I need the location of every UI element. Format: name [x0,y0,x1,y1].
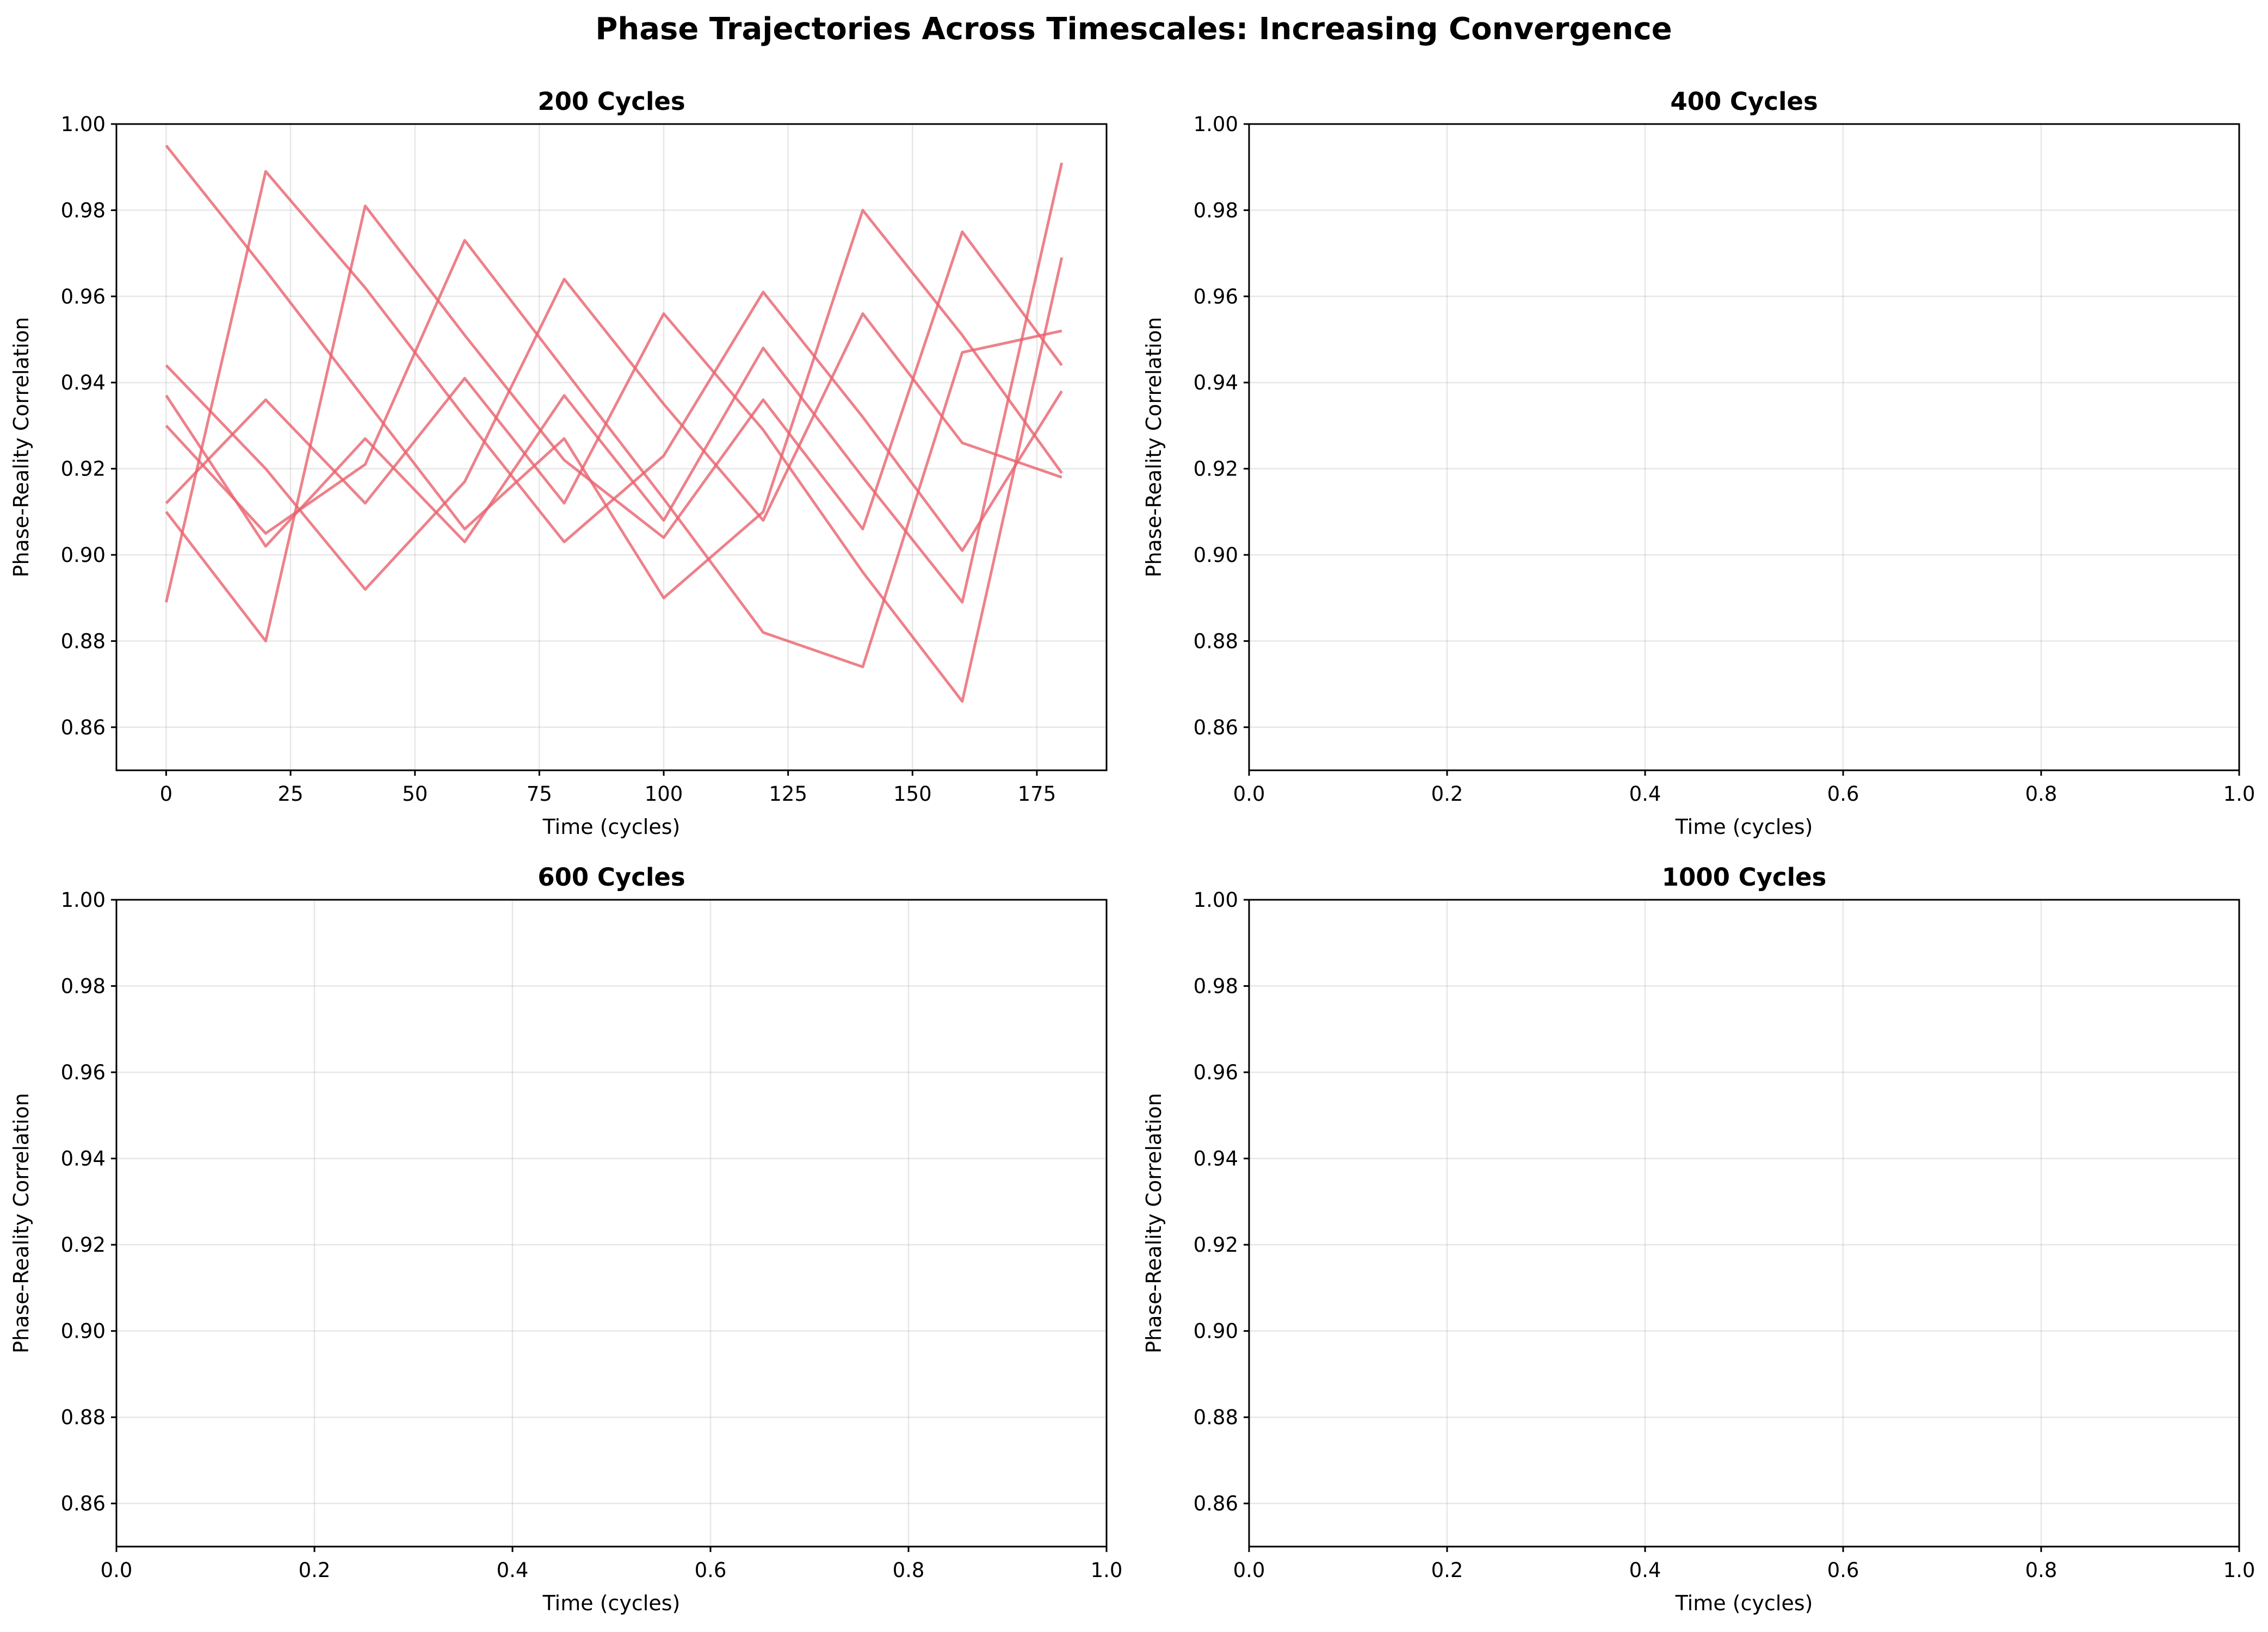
x-tick-label: 100 [645,782,683,806]
y-tick-label: 0.90 [61,1320,106,1343]
y-tick-label: 0.96 [61,1061,106,1084]
x-tick-label: 1.0 [2223,782,2255,806]
y-tick-label: 0.90 [1194,1320,1238,1343]
y-tick-label: 0.88 [1194,629,1238,653]
y-tick-label: 0.96 [61,285,106,308]
x-tick-label: 150 [893,782,932,806]
y-tick-label: 0.86 [1194,716,1238,739]
y-tick-label: 0.86 [61,1492,106,1516]
x-tick-label: 0.4 [1629,1559,1661,1582]
x-tick-label: 25 [278,782,304,806]
x-tick-label: 0.2 [1431,1559,1463,1582]
y-tick-label: 1.00 [61,113,106,136]
x-axis-label: Time (cycles) [1675,1591,1813,1615]
series-line-2 [165,170,1063,603]
y-tick-label: 0.94 [1194,371,1238,394]
chart-panel-4: 0.0 0.2 0.4 0.6 0.8 1.0 0.86 0.88 0.90 0.92 0.94 0.… [1142,863,2255,1615]
series-line-7 [165,239,1062,669]
axes-frame [1248,123,2240,771]
y-tick-label: 0.92 [61,458,106,481]
y-axis-label: Phase-Reality Correlation [1142,1093,1166,1353]
x-tick-label: 0.0 [1233,1559,1265,1582]
x-tick-label: 0.2 [299,1559,331,1582]
x-axis-label: Time (cycles) [542,1591,681,1615]
x-tick-label: 0.8 [2025,1559,2057,1582]
y-axis-label: Phase-Reality Correlation [9,317,33,578]
x-tick-label: 0.0 [1233,782,1265,806]
x-tick-label: 0.6 [1827,782,1859,806]
y-tick-label: 0.98 [61,975,106,998]
chart-panel-3: 0.0 0.2 0.4 0.6 0.8 1.0 0.86 0.88 0.90 0.92 0.94 0.… [9,863,1122,1615]
chart-panel-1: 0 25 50 75 100 125 150 175 0.86 0.88 0.90 0.92 0.94 0… [9,87,1108,839]
series-line-5 [165,257,1064,703]
panel-title: 200 Cycles [537,87,685,116]
axes-frame [1248,899,2240,1548]
y-tick-label: 1.00 [1194,888,1238,912]
y-tick-label: 0.98 [1194,975,1238,998]
y-axis-label: Phase-Reality Correlation [1142,317,1166,578]
x-tick-label: 0.6 [1827,1559,1859,1582]
y-tick-label: 0.94 [61,371,106,394]
x-tick-label: 175 [1018,782,1056,806]
axes-frame [115,123,1108,771]
y-tick-label: 1.00 [1194,113,1238,136]
y-tick-label: 0.88 [61,629,106,653]
y-tick-label: 0.86 [1194,1492,1238,1516]
x-tick-label: 0.4 [497,1559,529,1582]
y-tick-label: 0.92 [61,1233,106,1257]
x-tick-label: 0.2 [1431,782,1463,806]
x-tick-label: 0.0 [101,1559,133,1582]
series-line-4 [165,205,1063,642]
x-tick-label: 1.0 [2223,1559,2255,1582]
x-tick-label: 0.8 [2025,782,2057,806]
y-tick-label: 0.96 [1194,285,1238,308]
y-tick-label: 0.90 [61,543,106,567]
y-tick-label: 0.92 [1194,1233,1238,1257]
y-tick-label: 0.96 [1194,1061,1238,1084]
x-tick-label: 75 [527,782,552,806]
x-tick-label: 0 [160,782,173,806]
x-tick-label: 0.4 [1629,782,1661,806]
y-tick-label: 0.90 [1194,543,1238,567]
x-tick-label: 1.0 [1091,1559,1123,1582]
panel-title: 1000 Cycles [1662,863,1827,892]
series-line-6 [165,162,1064,604]
y-tick-label: 0.94 [1194,1147,1238,1171]
x-tick-label: 0.8 [893,1559,925,1582]
y-tick-label: 0.98 [61,199,106,222]
x-axis-label: Time (cycles) [542,815,681,839]
chart-panel-2: 0.0 0.2 0.4 0.6 0.8 1.0 0.86 0.88 0.90 0.92 0.94 0.… [1142,87,2255,839]
y-tick-label: 0.86 [61,716,106,739]
x-axis-label: Time (cycles) [1675,815,1813,839]
y-tick-label: 0.92 [1194,458,1238,481]
panel-title: 400 Cycles [1670,87,1818,116]
y-tick-label: 0.88 [1194,1406,1238,1429]
series-group [165,145,1064,703]
series-line-1 [165,145,1063,599]
x-tick-label: 125 [769,782,807,806]
panel-title: 600 Cycles [537,863,685,892]
figure-title: Phase Trajectories Across Timescales: In… [595,11,1672,47]
y-tick-label: 0.88 [61,1406,106,1429]
x-tick-label: 50 [402,782,428,806]
x-tick-label: 0.6 [695,1559,727,1582]
panels-container: 0 25 50 75 100 125 150 1750.860.880.900.920.940… [9,87,2255,1615]
y-axis-label: Phase-Reality Correlation [9,1093,33,1353]
y-tick-label: 1.00 [61,888,106,912]
axes-frame [115,899,1108,1548]
y-tick-label: 0.94 [61,1147,106,1171]
y-tick-label: 0.98 [1194,199,1238,222]
